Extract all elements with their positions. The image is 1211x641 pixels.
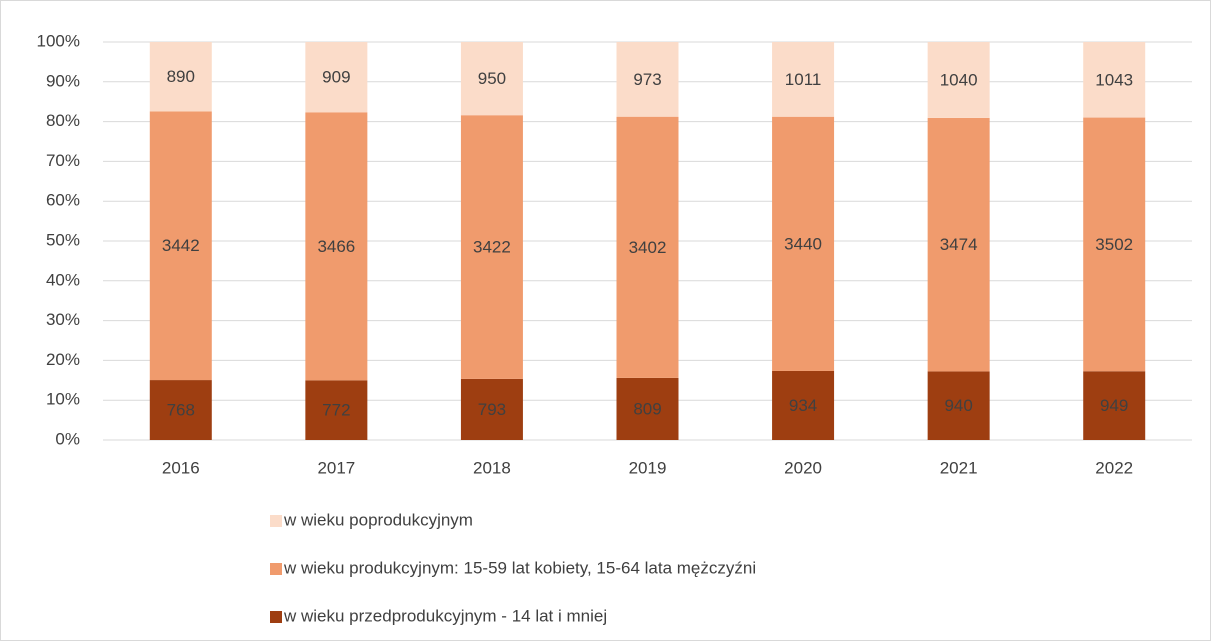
x-tick-label: 2022	[1095, 458, 1133, 477]
y-tick-label: 60%	[46, 191, 80, 210]
bar-segment	[1083, 42, 1146, 118]
x-tick-label: 2018	[473, 458, 511, 477]
x-tick-label: 2021	[940, 458, 978, 477]
bar-segment	[772, 116, 835, 371]
data-label: 934	[789, 396, 817, 415]
y-tick-label: 40%	[46, 270, 80, 289]
bar-segment	[616, 116, 679, 378]
data-label: 973	[633, 70, 661, 89]
data-label: 3422	[473, 238, 511, 257]
data-label: 1011	[785, 70, 822, 89]
y-tick-label: 10%	[46, 390, 80, 409]
data-label: 1040	[940, 70, 978, 89]
bar-segment	[927, 371, 990, 440]
data-label: 772	[322, 401, 350, 420]
bar-segment	[616, 42, 679, 117]
data-label: 890	[167, 67, 195, 86]
data-label: 940	[944, 396, 972, 415]
data-label: 3440	[784, 234, 822, 253]
bar-segment	[305, 380, 368, 440]
bar-segment	[1083, 117, 1146, 372]
y-tick-label: 50%	[46, 230, 80, 249]
legend-label: w wieku produkcyjnym: 15-59 lat kobiety,…	[283, 558, 756, 577]
bar-segment	[460, 42, 523, 116]
y-tick-label: 90%	[46, 71, 80, 90]
y-tick-label: 0%	[55, 429, 80, 448]
bar-segment	[305, 42, 368, 113]
x-tick-label: 2020	[784, 458, 822, 477]
bar-segment	[1083, 371, 1146, 440]
data-label: 809	[633, 399, 661, 418]
data-label: 909	[322, 68, 350, 87]
bar-segment	[927, 117, 990, 372]
data-label: 3502	[1095, 235, 1133, 254]
data-label: 949	[1100, 396, 1128, 415]
y-tick-label: 70%	[46, 151, 80, 170]
y-tick-label: 20%	[46, 350, 80, 369]
data-label: 793	[478, 400, 506, 419]
x-tick-label: 2016	[162, 458, 200, 477]
y-tick-label: 80%	[46, 111, 80, 130]
bar-segment	[460, 378, 523, 440]
y-tick-label: 30%	[46, 310, 80, 329]
legend-swatch	[270, 515, 282, 527]
legend-swatch	[270, 563, 282, 575]
data-label: 768	[167, 401, 195, 420]
bar-segment	[149, 111, 212, 381]
x-tick-label: 2017	[317, 458, 355, 477]
bar-segment	[616, 377, 679, 440]
bar-segment	[927, 42, 990, 118]
legend-swatch	[270, 611, 282, 623]
bar-segment	[460, 115, 523, 379]
data-label: 3474	[940, 235, 978, 254]
data-label: 3466	[317, 237, 355, 256]
bar-segment	[305, 112, 368, 381]
bar-segment	[772, 370, 835, 440]
data-label: 950	[478, 69, 506, 88]
data-label: 3402	[629, 238, 667, 257]
legend-label: w wieku poprodukcyjnym	[283, 510, 473, 529]
bar-segment	[772, 42, 835, 117]
bar-segment	[149, 380, 212, 440]
bar-segment	[149, 42, 212, 112]
data-label: 1043	[1095, 70, 1133, 89]
y-tick-label: 100%	[37, 31, 80, 50]
legend-label: w wieku przedprodukcyjnym - 14 lat i mni…	[283, 606, 607, 625]
x-tick-label: 2019	[629, 458, 667, 477]
data-label: 3442	[162, 236, 200, 255]
